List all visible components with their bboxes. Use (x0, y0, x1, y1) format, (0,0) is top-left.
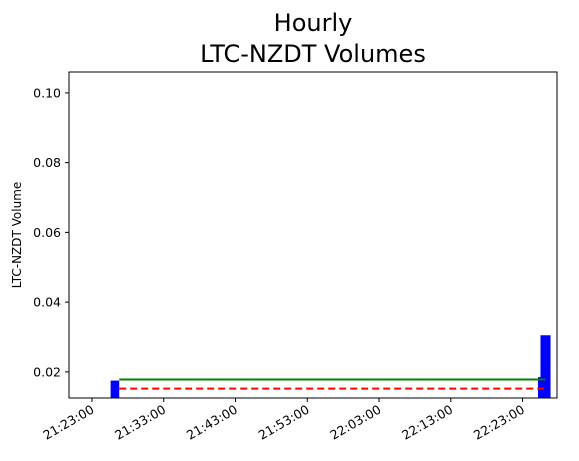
x-axis: 21:23:00 21:33:00 21:43:00 21:53:00 22:03:00… (40, 398, 527, 443)
bar-0 (110, 380, 120, 398)
plot-frame (68, 71, 558, 399)
y-axis: 0.02 0.04 0.06 0.08 0.10 (33, 85, 69, 379)
x-tick-label-0: 21:23:00 (40, 402, 96, 443)
y-tick-label-1: 0.04 (33, 295, 61, 310)
x-tick-label-3: 21:53:00 (256, 402, 312, 443)
bar-2 (540, 335, 551, 398)
y-tick-label-0: 0.02 (33, 364, 61, 379)
x-tick-label-1: 21:33:00 (112, 402, 168, 443)
x-tick-label-4: 22:03:00 (327, 402, 383, 443)
y-axis-label: LTC-NZDT Volume (10, 182, 24, 289)
y-tick-label-3: 0.08 (33, 155, 61, 170)
y-tick-label-2: 0.06 (33, 225, 61, 240)
chart-title-line-1: Hourly (274, 9, 353, 37)
chart-title-line-2: LTC-NZDT Volumes (200, 40, 426, 68)
x-tick-label-2: 21:43:00 (184, 402, 240, 443)
chart-marks (110, 335, 551, 398)
x-tick-label-5: 22:13:00 (399, 402, 455, 443)
x-tick-label-6: 22:23:00 (471, 402, 527, 443)
y-tick-label-4: 0.10 (33, 85, 61, 100)
